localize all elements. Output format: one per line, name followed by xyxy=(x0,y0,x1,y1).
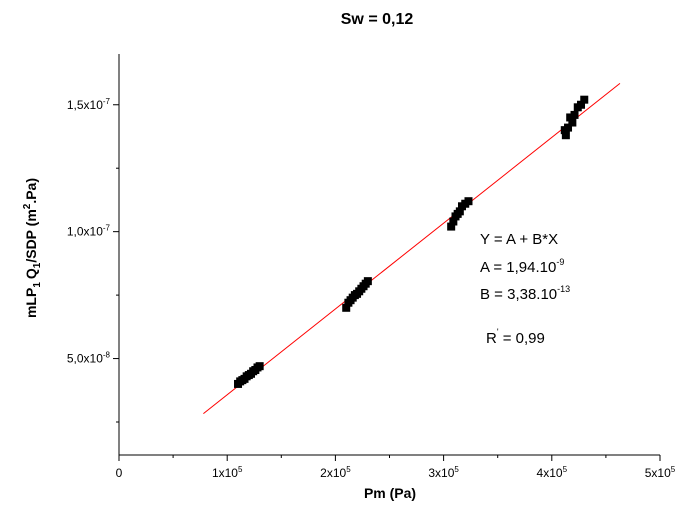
y-label-mid: Q xyxy=(23,268,39,279)
data-points xyxy=(234,95,589,388)
x-tick-base: 3x10 xyxy=(428,466,454,480)
data-point xyxy=(564,123,573,132)
x-tick-base: 1x10 xyxy=(212,466,238,480)
y-tick-base: 1,0x10 xyxy=(67,225,103,239)
data-point xyxy=(342,303,351,312)
fit-r-number: = 0,99 xyxy=(499,330,545,347)
y-axis-label: mLP1Q1/SDP (m2.Pa) xyxy=(22,178,43,318)
fit-equation: Y = A + B*X xyxy=(480,231,558,248)
y-axis-ticks: 5,0x10-81,0x10-71,5x10-7 xyxy=(67,97,119,423)
fit-a-label: A = 1,94.10 xyxy=(480,259,556,276)
x-tick-label: 2x105 xyxy=(320,465,351,480)
x-tick-exp: 5 xyxy=(238,465,243,474)
y-tick-label: 1,0x10-7 xyxy=(67,224,111,239)
data-point xyxy=(447,222,456,231)
x-tick-exp: 5 xyxy=(454,465,459,474)
x-tick-label: 1x105 xyxy=(212,465,243,480)
data-point xyxy=(580,95,589,104)
fit-r-value: R' = 0,99 xyxy=(486,327,545,347)
x-tick-exp: 5 xyxy=(671,465,676,474)
x-axis-label: Pm (Pa) xyxy=(364,485,416,501)
data-point xyxy=(566,113,575,122)
data-point xyxy=(568,118,577,127)
fit-b-value: B = 3,38.10-13 xyxy=(480,284,570,303)
y-tick-exp: -8 xyxy=(103,351,111,360)
data-point xyxy=(464,197,473,206)
data-point xyxy=(570,110,579,119)
y-tick-base: 5,0x10 xyxy=(67,352,103,366)
chart-title: Sw = 0,12 xyxy=(341,11,414,28)
data-point xyxy=(255,362,264,371)
x-tick-base: 2x10 xyxy=(320,466,346,480)
y-label-rest: /SDP (m xyxy=(23,209,39,262)
y-tick-exp: -7 xyxy=(103,97,111,106)
x-tick-base: 5x10 xyxy=(645,466,671,480)
y-label-sub2: 1 xyxy=(32,262,43,268)
plot-area: 0 1x105 2x105 3x105 4x105 5x105 5,0x10-81,0x1… xyxy=(67,54,676,480)
data-point xyxy=(363,277,372,286)
y-label-end: .Pa) xyxy=(23,178,39,204)
regression-line xyxy=(203,82,621,415)
y-label-sup: 2 xyxy=(22,203,33,209)
fit-b-exp: -13 xyxy=(557,284,570,294)
y-tick-exp: -7 xyxy=(103,224,111,233)
fit-r-sup: ' xyxy=(497,327,499,337)
y-label-main: mLP xyxy=(23,288,39,318)
fit-a-exp: -9 xyxy=(556,257,564,267)
x-axis-ticks: 0 1x105 2x105 3x105 4x105 5x105 xyxy=(116,455,676,480)
x-tick-exp: 5 xyxy=(563,465,568,474)
fit-annotation: Y = A + B*X A = 1,94.10-9 B = 3,38.10-13… xyxy=(480,231,570,347)
x-tick-label: 5x105 xyxy=(645,465,676,480)
data-point xyxy=(577,100,586,109)
fit-b-label: B = 3,38.10 xyxy=(480,286,557,303)
x-tick-exp: 5 xyxy=(346,465,351,474)
fit-a-value: A = 1,94.10-9 xyxy=(480,257,564,276)
data-point xyxy=(455,207,464,216)
x-tick-label: 4x105 xyxy=(537,465,568,480)
y-label-sub1: 1 xyxy=(32,282,43,288)
data-point xyxy=(561,131,570,140)
x-tick-label: 0 xyxy=(116,466,123,480)
y-tick-label: 5,0x10-8 xyxy=(67,351,111,366)
x-tick-base: 0 xyxy=(116,466,123,480)
y-tick-base: 1,5x10 xyxy=(67,98,103,112)
x-tick-base: 4x10 xyxy=(537,466,563,480)
x-tick-label: 3x105 xyxy=(428,465,459,480)
data-point xyxy=(449,217,458,226)
fit-r-label: R xyxy=(486,330,497,347)
y-tick-label: 1,5x10-7 xyxy=(67,97,111,112)
